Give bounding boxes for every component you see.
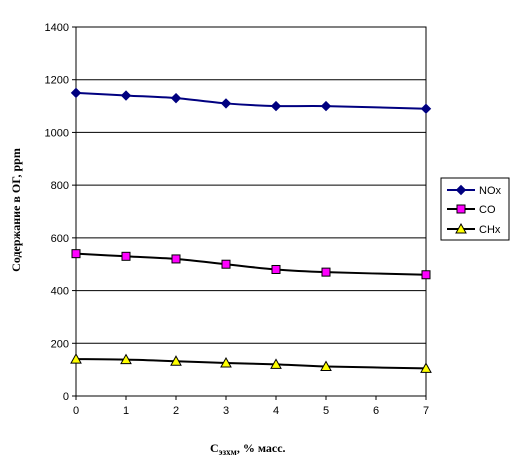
legend-label-co: CO <box>479 204 496 216</box>
legend-label-chx: CHx <box>479 224 501 236</box>
y-tick-label: 400 <box>51 286 69 298</box>
x-tick-label: 3 <box>223 405 229 417</box>
legend-item-co: CO <box>447 204 496 216</box>
series-chx <box>70 353 432 373</box>
data-point-nox <box>170 92 182 104</box>
x-tick-label: 5 <box>323 405 329 417</box>
legend-marker-co <box>456 204 466 214</box>
x-tick-label: 4 <box>273 405 279 417</box>
series-group <box>70 87 432 373</box>
x-axis-title-rest: , % масс. <box>237 441 286 455</box>
data-point-co <box>171 254 181 264</box>
data-point-co <box>421 270 431 280</box>
data-point-co <box>271 264 281 274</box>
legend-item-nox: NOx <box>447 184 502 197</box>
data-point-chx <box>70 353 82 364</box>
data-point-nox <box>270 100 282 112</box>
y-axis-title: Содержание в ОГ, ppm <box>9 148 23 272</box>
data-point-co <box>71 249 81 259</box>
y-tick-label: 1400 <box>45 22 69 34</box>
y-tick-label: 1000 <box>45 127 69 139</box>
y-tick-label: 0 <box>63 391 69 403</box>
series-nox <box>70 87 432 114</box>
data-point-nox <box>220 98 232 109</box>
gridlines <box>76 79 426 344</box>
data-point-nox <box>420 103 432 114</box>
x-tick-label: 7 <box>423 405 429 417</box>
legend-marker-nox <box>455 184 467 196</box>
legend: NOx CO CHx <box>440 177 510 241</box>
x-axis-title-subscript: эзхм <box>219 447 237 457</box>
x-tick-label: 2 <box>173 405 179 417</box>
y-tick-label: 600 <box>51 233 69 245</box>
data-point-nox <box>320 100 332 112</box>
data-point-chx <box>420 362 432 373</box>
legend-label-nox: NOx <box>479 185 502 197</box>
y-tick-label: 1200 <box>45 75 69 87</box>
y-tick-label: 200 <box>51 338 69 350</box>
data-point-chx <box>270 358 282 369</box>
data-point-chx <box>120 353 132 365</box>
legend-item-chx: CHx <box>447 222 501 236</box>
data-point-chx <box>170 355 182 366</box>
legend-marker-chx <box>455 222 467 234</box>
data-point-nox <box>70 87 82 99</box>
x-tick-label: 6 <box>373 405 379 417</box>
x-axis-ticks: 0 1 2 3 4 5 6 7 <box>73 396 429 417</box>
y-axis-ticks: 0 200 400 600 800 1000 1200 1400 <box>45 22 76 403</box>
data-point-chx <box>320 360 332 371</box>
x-axis-title-main: C <box>210 441 219 455</box>
data-point-chx <box>220 357 232 368</box>
data-point-co <box>121 251 131 261</box>
x-tick-label: 1 <box>123 405 129 417</box>
x-tick-label: 0 <box>73 405 79 417</box>
x-axis-title: Cэзхм, % масс. <box>210 441 286 457</box>
data-point-co <box>221 259 231 269</box>
data-point-co <box>321 267 331 277</box>
series-co <box>71 249 431 280</box>
data-point-nox <box>120 90 132 101</box>
plot-area-frame <box>75 26 427 397</box>
y-tick-label: 800 <box>51 180 69 192</box>
